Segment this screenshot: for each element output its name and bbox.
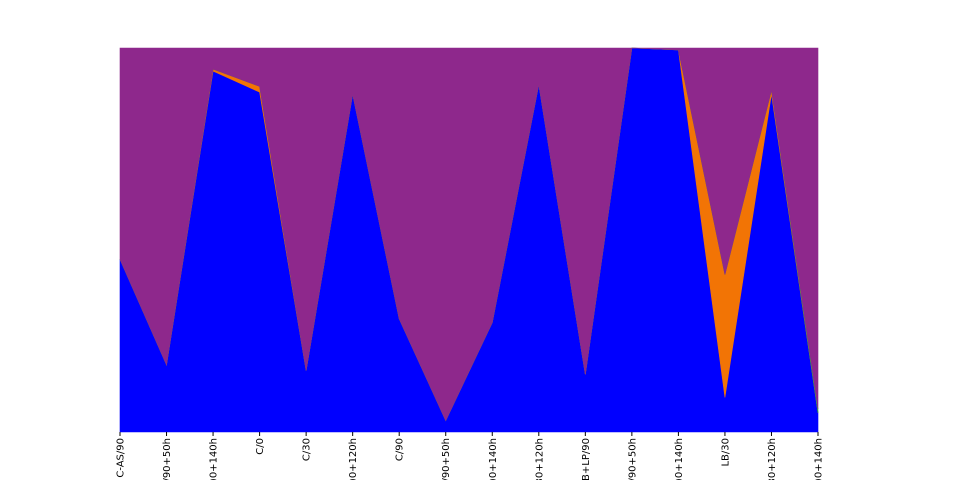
x-tick-label: /90+50h	[162, 438, 173, 480]
x-tick-label: C/30	[302, 438, 313, 461]
x-tick-label: )0+140h	[488, 438, 499, 480]
x-tick-label: )0+140h	[814, 438, 825, 480]
x-tick-label: B+LP/90	[581, 438, 592, 480]
x-tick-label: C/90	[395, 438, 406, 461]
x-tick-label: /90+50h	[627, 438, 638, 480]
x-tick-label: C/0	[255, 438, 266, 455]
x-axis: C-AS/90/90+50h )0+140h C/0 C/30 )0+120h C/90 /…	[116, 432, 825, 480]
x-tick-label: /90+50h	[441, 438, 452, 480]
x-tick-label: 30+120h	[534, 438, 545, 480]
x-tick-label: 30+120h	[767, 438, 778, 480]
x-tick-label: )0+120h	[348, 438, 359, 480]
x-tick-label: )0+140h	[209, 438, 220, 480]
x-tick-label: LB/30	[720, 438, 731, 467]
x-tick-label: )0+140h	[674, 438, 685, 480]
area-series-4	[119, 47, 819, 422]
areas-layer	[119, 47, 819, 433]
x-tick-label: C-AS/90	[116, 438, 127, 478]
